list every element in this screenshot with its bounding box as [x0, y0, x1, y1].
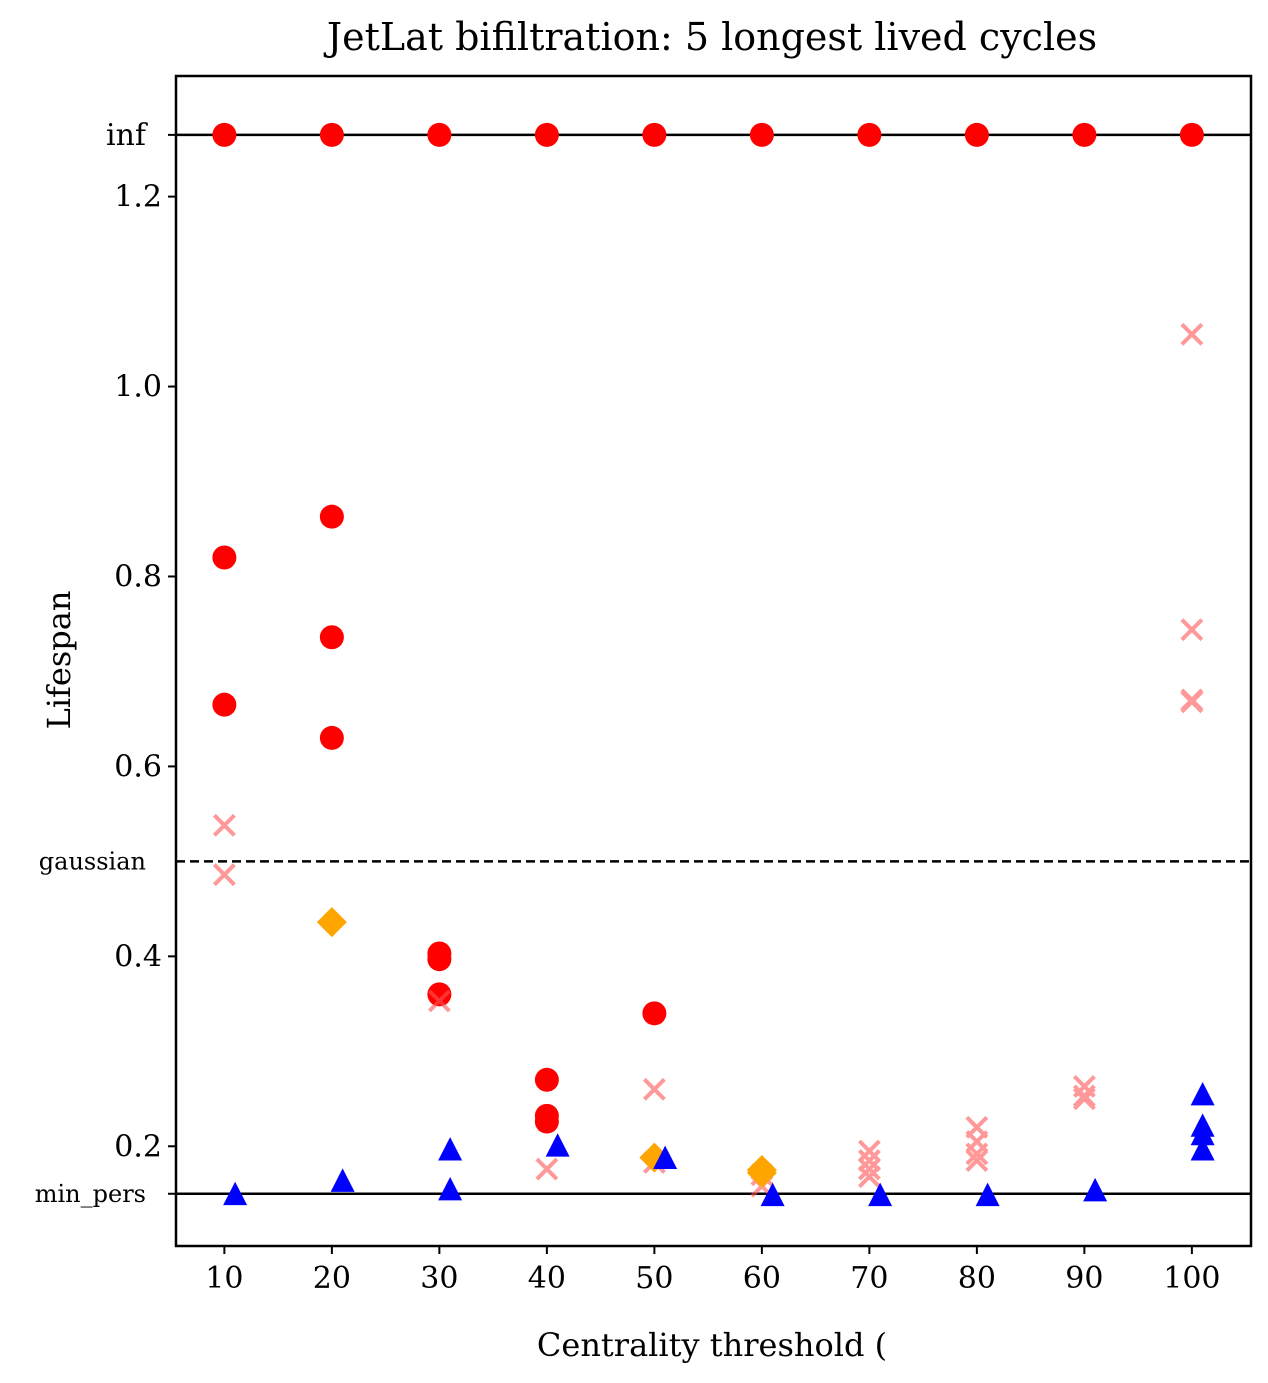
data-point-cross	[535, 1157, 559, 1181]
data-point-circle	[1179, 122, 1204, 147]
data-point-cross	[1072, 1084, 1096, 1108]
data-point-circle	[642, 122, 667, 147]
data-point-triangle	[1190, 1082, 1215, 1106]
y-tick-label: 0.6	[114, 749, 162, 784]
data-point-triangle	[975, 1182, 1000, 1207]
data-point-circle	[642, 1001, 667, 1026]
data-point-circle	[534, 122, 559, 147]
y-axis-label: Lifespan	[40, 591, 78, 730]
series-infinite-cycles	[212, 122, 1204, 147]
x-tick-label: 20	[313, 1261, 351, 1296]
x-tick-label: 80	[958, 1261, 996, 1296]
data-point-circle	[319, 122, 344, 147]
y-axis: 0.2 0.4 0.6 0.8 1.0 1.2	[114, 133, 176, 1195]
data-point-triangle	[868, 1182, 893, 1207]
data-point-circle	[319, 725, 344, 750]
data-point-triangle	[330, 1168, 355, 1192]
data-point-triangle	[1083, 1177, 1108, 1202]
plot-area	[176, 122, 1251, 1207]
x-tick-label: 10	[205, 1261, 243, 1296]
data-point-cross	[212, 813, 236, 837]
data-point-circle	[749, 122, 774, 147]
data-point-triangle	[1190, 1121, 1215, 1146]
data-point-circle	[427, 122, 452, 147]
chart-title: JetLat bifiltration: 5 longest lived cyc…	[323, 15, 1097, 59]
data-point-cross	[1072, 1087, 1096, 1111]
data-point-cross	[1180, 690, 1204, 714]
data-point-triangle	[438, 1137, 463, 1161]
x-tick-label: 100	[1163, 1261, 1220, 1296]
data-point-triangle	[760, 1182, 785, 1207]
x-tick-label: 40	[528, 1261, 566, 1296]
series-red-circles	[212, 504, 667, 1134]
data-point-circle	[427, 947, 452, 972]
plot-frame	[174, 74, 1253, 1248]
x-tick-label: 70	[850, 1261, 888, 1296]
reference-line-labels: inf gaussian min_pers	[35, 118, 148, 1208]
inf-label: inf	[106, 118, 148, 153]
data-point-triangle	[223, 1181, 248, 1206]
data-point-circle	[534, 1109, 559, 1134]
data-point-cross	[1180, 618, 1204, 642]
data-point-cross	[857, 1157, 881, 1181]
data-point-cross	[857, 1165, 881, 1189]
series-orange-diamonds	[316, 907, 777, 1188]
data-point-cross	[427, 989, 451, 1013]
data-point-cross	[212, 863, 236, 887]
x-tick-label: 50	[635, 1261, 673, 1296]
data-point-circle	[427, 982, 452, 1007]
x-axis: 10 20 30 40 50 60 70 80 90 100	[205, 1246, 1221, 1296]
data-point-cross	[1180, 322, 1204, 346]
data-point-cross	[642, 1077, 666, 1101]
x-tick-label: 30	[420, 1261, 458, 1296]
data-point-cross	[857, 1139, 881, 1163]
data-point-circle	[534, 1067, 559, 1092]
data-point-diamond	[746, 1157, 777, 1188]
series-blue-triangles	[223, 1082, 1215, 1207]
y-tick-label: 1.2	[114, 180, 162, 215]
min-pers-label: min_pers	[35, 1180, 146, 1208]
series-light-crosses	[212, 322, 1204, 1198]
data-point-triangle	[545, 1133, 570, 1157]
data-point-triangle	[438, 1176, 463, 1201]
x-axis-label: Centrality threshold (	[537, 1326, 887, 1364]
x-tick-label: 90	[1065, 1261, 1103, 1296]
data-point-diamond	[316, 907, 347, 938]
data-point-circle	[212, 692, 237, 717]
y-tick-label: 0.8	[114, 559, 162, 594]
y-tick-label: 1.0	[114, 370, 162, 405]
data-point-triangle	[653, 1145, 678, 1170]
data-point-circle	[1072, 122, 1097, 147]
data-point-cross	[965, 1149, 989, 1172]
data-point-circle	[212, 122, 237, 147]
data-point-circle	[319, 504, 344, 529]
gaussian-label: gaussian	[39, 847, 146, 875]
data-point-circle	[857, 122, 882, 147]
y-tick-label: 0.2	[114, 1129, 162, 1164]
data-point-circle	[319, 625, 344, 650]
data-point-cross	[965, 1142, 989, 1166]
data-point-circle	[964, 122, 989, 147]
data-point-triangle	[1190, 1137, 1215, 1161]
x-tick-label: 60	[743, 1261, 781, 1296]
y-tick-label: 0.4	[114, 939, 162, 974]
data-point-circle	[212, 545, 237, 570]
